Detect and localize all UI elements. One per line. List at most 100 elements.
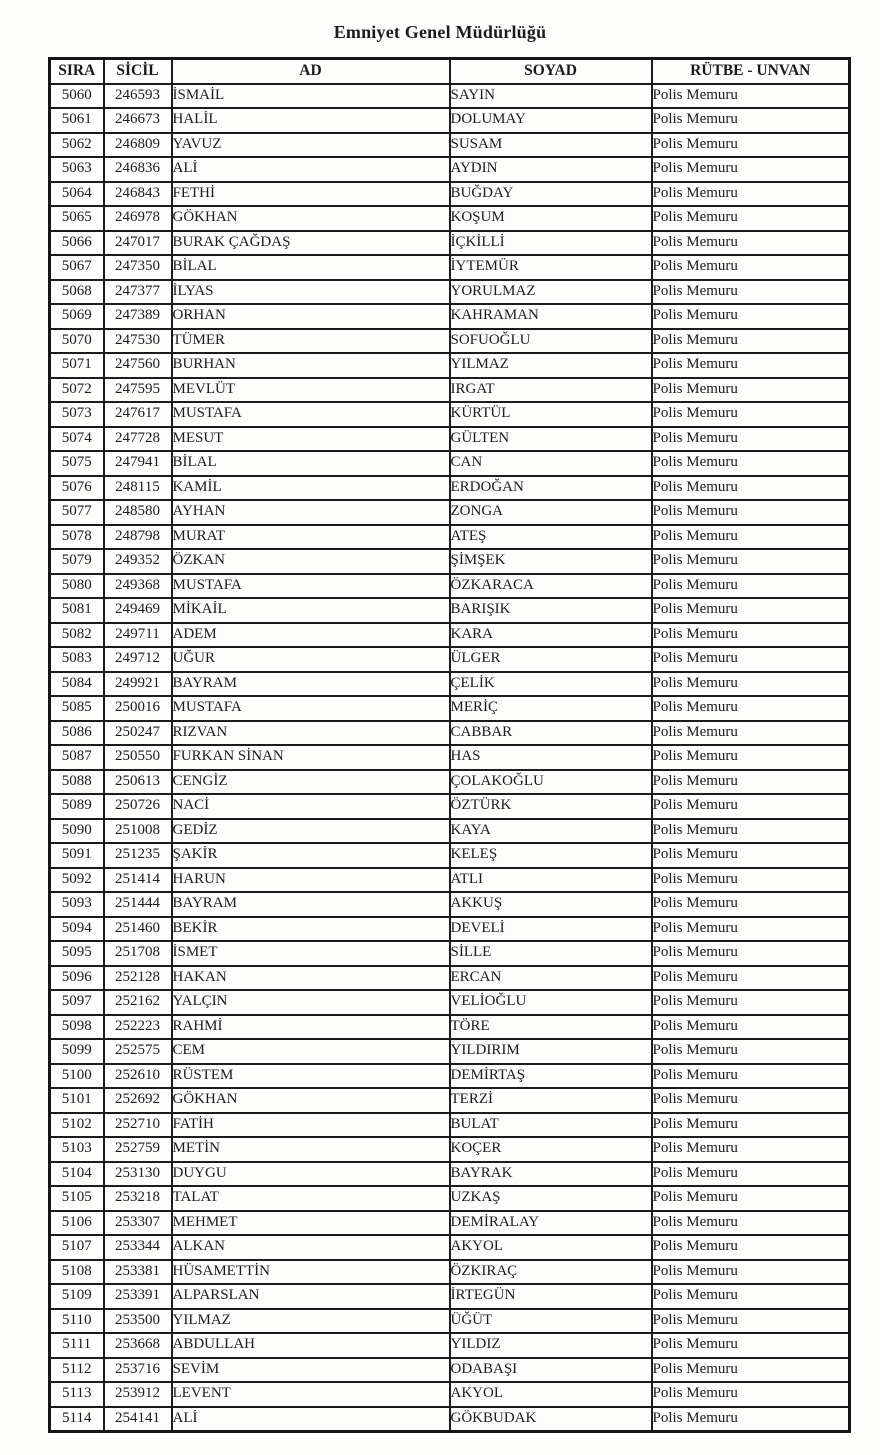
cell-soyad: TERZİ <box>448 1087 653 1114</box>
cell-rutbe-unvan: Polis Memuru <box>650 940 851 967</box>
cell-ad: NACİ <box>170 793 451 820</box>
cell-soyad: TÖRE <box>448 1013 653 1040</box>
cell-sira: 5084 <box>48 670 105 697</box>
cell-sira: 5066 <box>48 229 105 256</box>
cell-sicil: 250247 <box>102 719 173 746</box>
cell-ad: FETHİ <box>170 180 451 207</box>
cell-ad: UĞUR <box>170 646 451 673</box>
cell-ad: MEHMET <box>170 1209 451 1236</box>
cell-rutbe-unvan: Polis Memuru <box>650 768 851 795</box>
cell-soyad: SUSAM <box>448 131 653 158</box>
cell-soyad: KAHRAMAN <box>448 303 653 330</box>
cell-soyad: YORULMAZ <box>448 278 653 305</box>
cell-sicil: 247560 <box>102 352 173 379</box>
table-row: 5096 252128 HAKAN ERCAN Polis Memuru <box>48 964 851 991</box>
table-row: 5077 248580 AYHAN ZONGA Polis Memuru <box>48 499 851 526</box>
cell-sicil: 253912 <box>102 1381 173 1408</box>
cell-ad: MUSTAFA <box>170 572 451 599</box>
cell-rutbe-unvan: Polis Memuru <box>650 1381 851 1408</box>
cell-rutbe-unvan: Polis Memuru <box>650 695 851 722</box>
table-row: 5069 247389 ORHAN KAHRAMAN Polis Memuru <box>48 303 851 330</box>
table-row: 5061 246673 HALİL DOLUMAY Polis Memuru <box>48 107 851 134</box>
cell-soyad: KAYA <box>448 817 653 844</box>
cell-soyad: ÇELİK <box>448 670 653 697</box>
cell-sira: 5065 <box>48 205 105 232</box>
cell-sira: 5062 <box>48 131 105 158</box>
cell-sira: 5108 <box>48 1258 105 1285</box>
table-row: 5072 247595 MEVLÜT IRGAT Polis Memuru <box>48 376 851 403</box>
cell-sira: 5073 <box>48 401 105 428</box>
cell-ad: BİLAL <box>170 450 451 477</box>
cell-sicil: 246836 <box>102 156 173 183</box>
table-row: 5068 247377 İLYAS YORULMAZ Polis Memuru <box>48 278 851 305</box>
cell-sira: 5077 <box>48 499 105 526</box>
cell-sicil: 252162 <box>102 989 173 1016</box>
cell-sicil: 246843 <box>102 180 173 207</box>
cell-rutbe-unvan: Polis Memuru <box>650 180 851 207</box>
cell-rutbe-unvan: Polis Memuru <box>650 229 851 256</box>
cell-rutbe-unvan: Polis Memuru <box>650 1405 851 1433</box>
cell-sira: 5064 <box>48 180 105 207</box>
cell-ad: ORHAN <box>170 303 451 330</box>
cell-sira: 5095 <box>48 940 105 967</box>
personnel-table: SIRA SİCİL AD SOYAD RÜTBE - UNVAN 5060 24… <box>48 57 851 1433</box>
cell-sira: 5060 <box>48 82 105 109</box>
cell-ad: CENGİZ <box>170 768 451 795</box>
cell-soyad: SOFUOĞLU <box>448 327 653 354</box>
cell-sira: 5088 <box>48 768 105 795</box>
table-row: 5114 254141 ALİ GÖKBUDAK Polis Memuru <box>48 1405 851 1433</box>
cell-sira: 5069 <box>48 303 105 330</box>
cell-ad: RAHMİ <box>170 1013 451 1040</box>
cell-sicil: 249712 <box>102 646 173 673</box>
cell-sicil: 250726 <box>102 793 173 820</box>
cell-ad: YALÇIN <box>170 989 451 1016</box>
cell-rutbe-unvan: Polis Memuru <box>650 1013 851 1040</box>
cell-sicil: 247350 <box>102 254 173 281</box>
cell-sicil: 251444 <box>102 891 173 918</box>
cell-rutbe-unvan: Polis Memuru <box>650 1332 851 1359</box>
cell-rutbe-unvan: Polis Memuru <box>650 1185 851 1212</box>
cell-ad: GEDİZ <box>170 817 451 844</box>
cell-soyad: KOŞUM <box>448 205 653 232</box>
cell-rutbe-unvan: Polis Memuru <box>650 1307 851 1334</box>
cell-sira: 5096 <box>48 964 105 991</box>
cell-sicil: 253668 <box>102 1332 173 1359</box>
cell-rutbe-unvan: Polis Memuru <box>650 376 851 403</box>
cell-sicil: 246673 <box>102 107 173 134</box>
cell-sira: 5072 <box>48 376 105 403</box>
cell-rutbe-unvan: Polis Memuru <box>650 1258 851 1285</box>
table-row: 5106 253307 MEHMET DEMİRALAY Polis Memuru <box>48 1209 851 1236</box>
cell-sicil: 254141 <box>102 1405 173 1433</box>
cell-sira: 5111 <box>48 1332 105 1359</box>
cell-sicil: 253307 <box>102 1209 173 1236</box>
cell-sicil: 251008 <box>102 817 173 844</box>
cell-sicil: 249469 <box>102 597 173 624</box>
cell-sira: 5091 <box>48 842 105 869</box>
table-row: 5083 249712 UĞUR ÜLGER Polis Memuru <box>48 646 851 673</box>
table-row: 5078 248798 MURAT ATEŞ Polis Memuru <box>48 523 851 550</box>
table-row: 5087 250550 FURKAN SİNAN HAS Polis Memuru <box>48 744 851 771</box>
cell-ad: MEVLÜT <box>170 376 451 403</box>
cell-sicil: 249352 <box>102 548 173 575</box>
cell-rutbe-unvan: Polis Memuru <box>650 401 851 428</box>
cell-soyad: IRGAT <box>448 376 653 403</box>
cell-sicil: 248798 <box>102 523 173 550</box>
cell-rutbe-unvan: Polis Memuru <box>650 548 851 575</box>
cell-sira: 5107 <box>48 1234 105 1261</box>
cell-soyad: AKKUŞ <box>448 891 653 918</box>
cell-soyad: KOÇER <box>448 1136 653 1163</box>
cell-soyad: AYDIN <box>448 156 653 183</box>
table-row: 5109 253391 ALPARSLAN İRTEGÜN Polis Memuru <box>48 1283 851 1310</box>
table-row: 5088 250613 CENGİZ ÇOLAKOĞLU Polis Memuru <box>48 768 851 795</box>
cell-sira: 5094 <box>48 915 105 942</box>
cell-soyad: ŞİMŞEK <box>448 548 653 575</box>
cell-ad: BİLAL <box>170 254 451 281</box>
cell-sira: 5079 <box>48 548 105 575</box>
cell-sicil: 252759 <box>102 1136 173 1163</box>
cell-soyad: KARA <box>448 621 653 648</box>
cell-sira: 5100 <box>48 1062 105 1089</box>
cell-sicil: 248580 <box>102 499 173 526</box>
cell-sira: 5090 <box>48 817 105 844</box>
cell-sira: 5085 <box>48 695 105 722</box>
cell-sira: 5086 <box>48 719 105 746</box>
